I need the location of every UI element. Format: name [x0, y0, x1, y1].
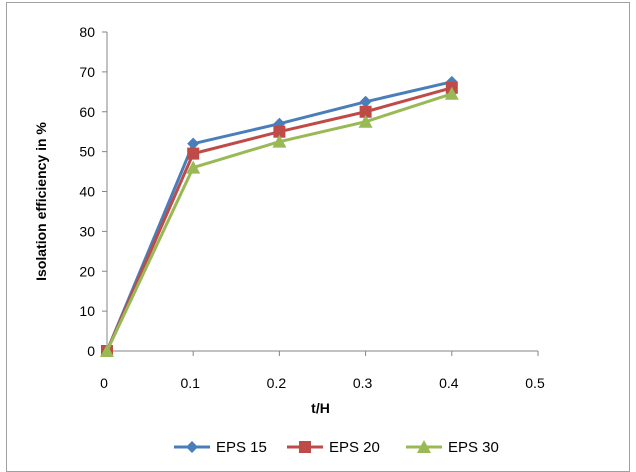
y-tick-label: 30: [79, 223, 95, 239]
legend-label: EPS 20: [329, 439, 380, 456]
data-point: [358, 114, 373, 128]
data-point: [272, 134, 287, 148]
x-tick-label: 0.3: [353, 375, 373, 391]
x-tick-label: 0: [100, 375, 108, 391]
series-eps-30: [100, 86, 459, 357]
y-tick-label: 40: [79, 184, 95, 200]
y-tick-label: 20: [79, 263, 95, 279]
legend-item: EPS 15: [174, 439, 267, 456]
series-eps-15: [101, 75, 458, 357]
data-point: [186, 160, 201, 174]
data-point: [359, 95, 372, 108]
y-tick-label: 80: [79, 24, 95, 40]
legend-label: EPS 15: [216, 439, 267, 456]
x-tick-label: 0.4: [439, 375, 459, 391]
y-tick-label: 0: [87, 343, 95, 359]
data-point: [273, 125, 286, 138]
data-point: [187, 147, 200, 160]
legend-item: EPS 30: [406, 439, 499, 456]
legend-marker: [417, 440, 431, 453]
x-tick-label: 0.2: [267, 375, 287, 391]
data-point: [100, 344, 114, 357]
y-tick-label: 60: [79, 104, 95, 120]
series-layer: [100, 75, 459, 357]
data-point: [187, 137, 200, 150]
chart-frame: [6, 2, 630, 472]
y-tick-label: 10: [79, 303, 95, 319]
legend-label: EPS 30: [448, 439, 499, 456]
y-tick-label: 70: [79, 64, 95, 80]
x-tick-label: 0.5: [525, 375, 545, 391]
legend-marker: [299, 441, 311, 453]
y-tick-label: 50: [79, 144, 95, 160]
legend-item: EPS 20: [287, 439, 380, 456]
y-axis-title: Isolation efficiency in %: [33, 122, 49, 281]
x-axis-title: t/H: [311, 400, 330, 416]
x-tick-label: 0.1: [180, 375, 200, 391]
x-axis: 0 0.1 0.2 0.3 0.4 0.5: [100, 350, 545, 391]
y-axis: 0 10 20 30 40 50 60 70 80: [79, 24, 108, 359]
data-point: [359, 105, 372, 118]
data-point: [444, 86, 459, 100]
legend: EPS 15 EPS 20 EPS 30: [174, 439, 499, 456]
legend-marker: [186, 441, 198, 453]
